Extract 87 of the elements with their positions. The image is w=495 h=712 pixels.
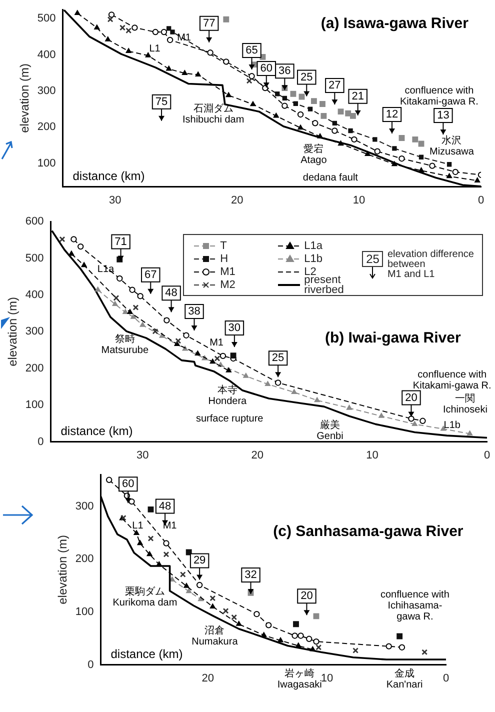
y-axis-title: elevation (m) xyxy=(18,64,32,133)
annotation: 67 xyxy=(144,268,157,281)
x-tick-label: 30 xyxy=(109,194,122,206)
legend-label: T xyxy=(220,240,228,252)
y-tick-label: 300 xyxy=(25,326,44,338)
x-tick-label: 0 xyxy=(442,672,450,684)
legend-label: M2 xyxy=(220,278,236,290)
annotation: 水沢 Mizusawa xyxy=(429,134,474,158)
y-tick-label: 100 xyxy=(25,399,44,412)
annotation: 65 xyxy=(246,44,258,56)
text: (c) Sanhasama-gawa River xyxy=(273,522,464,540)
annotation: confluence with Kitakami-gawa R. xyxy=(412,369,492,392)
annotation: 29 xyxy=(193,554,206,567)
x-tick-label: 0 xyxy=(484,449,490,462)
x-tick-label: 20 xyxy=(251,449,264,462)
annotation: 60 xyxy=(122,478,134,490)
y-tick-label: 400 xyxy=(25,289,44,302)
x-tick-label: 0 xyxy=(478,194,484,206)
annotation: 32 xyxy=(244,569,257,582)
annotation: M1 xyxy=(177,32,192,44)
y-axis-title: elevation (m) xyxy=(6,297,20,366)
annotation: 12 xyxy=(386,108,398,121)
annotation: L1a xyxy=(97,264,114,276)
chart-title: (a) Isawa-gawa River xyxy=(320,14,469,32)
annotation: confluence with Kitakami-gawa R. xyxy=(400,86,478,108)
legend-label: L1b xyxy=(304,252,324,264)
annotation: 愛宕 Atago xyxy=(300,143,328,166)
annotation: 38 xyxy=(188,306,200,318)
y-tick-label: 100 xyxy=(37,157,56,170)
annotation: 60 xyxy=(260,62,273,75)
annotation: 沼倉 Numakura xyxy=(192,624,238,648)
y-tick-label: 400 xyxy=(37,48,56,61)
annotation: 20 xyxy=(405,392,418,404)
text: 岩ヶ崎 Iwagasaki xyxy=(277,667,322,690)
annotation: M1 xyxy=(210,337,224,348)
text: (b) Iwai-gawa River xyxy=(324,329,461,346)
y-tick-label: 600 xyxy=(25,216,44,228)
legend-label: L1a xyxy=(304,240,324,252)
legend-label: M1 xyxy=(220,266,236,278)
y-tick-label: 300 xyxy=(37,85,56,97)
x-tick-label: 20 xyxy=(231,194,244,206)
annotation: surface rupture xyxy=(196,413,264,424)
legend-label: H xyxy=(220,252,230,264)
annotation: elevation difference between M1 and L1 xyxy=(387,249,474,280)
x-tick-label: 30 xyxy=(136,449,149,462)
annotation: 祭畤 Matsurube xyxy=(101,333,149,356)
annotation: 48 xyxy=(158,500,172,512)
x-tick-label: 20 xyxy=(202,672,214,684)
x-axis-title: distance (km) xyxy=(72,169,145,184)
y-tick-label: 100 xyxy=(75,606,94,618)
y-tick-label: 500 xyxy=(37,12,56,25)
annotation: L1b xyxy=(444,420,461,432)
annotation: dedana fault xyxy=(302,172,358,184)
annotation: 25 xyxy=(272,352,284,364)
x-axis-title: distance (km) xyxy=(110,647,183,662)
annotation: 71 xyxy=(114,236,127,248)
y-axis-title: elevation (m) xyxy=(56,535,70,604)
y-tick-label: 0 xyxy=(88,658,94,671)
annotation: 厳美 Genbi xyxy=(316,419,344,442)
annotation: 13 xyxy=(437,110,450,122)
annotation: L1 xyxy=(132,520,144,532)
annotation: 36 xyxy=(278,65,291,78)
annotation: 25 xyxy=(362,251,384,267)
annotation: 本寺 Hondera xyxy=(208,384,248,407)
annotation: 30 xyxy=(228,322,241,334)
annotation: confluence with Ichihasama- gawa R. xyxy=(380,590,450,623)
y-tick-label: 200 xyxy=(37,121,56,134)
x-tick-label: 10 xyxy=(320,672,334,684)
annotation: 48 xyxy=(165,287,178,300)
x-tick-label: 10 xyxy=(366,449,378,462)
x-tick-label: 10 xyxy=(352,194,366,206)
y-tick-label: 200 xyxy=(75,553,94,566)
annotation: 栗駒ダム Kurikoma dam xyxy=(112,585,178,608)
annotation: 20 xyxy=(300,590,313,602)
text: 金成 Kan'nari xyxy=(386,667,423,690)
annotation: 25 xyxy=(300,71,313,84)
y-tick-label: 200 xyxy=(25,362,44,374)
annotation: 21 xyxy=(352,90,364,102)
annotation: 75 xyxy=(155,96,168,108)
annotation: L1 xyxy=(149,43,161,54)
annotation: 77 xyxy=(202,17,216,30)
y-tick-label: 0 xyxy=(38,436,44,448)
y-tick-label: 500 xyxy=(25,252,44,264)
x-axis-title: distance (km) xyxy=(60,424,133,438)
annotation: 一関 Ichinoseki xyxy=(442,394,488,416)
y-tick-label: 300 xyxy=(75,500,94,512)
annotation: 27 xyxy=(328,80,341,92)
